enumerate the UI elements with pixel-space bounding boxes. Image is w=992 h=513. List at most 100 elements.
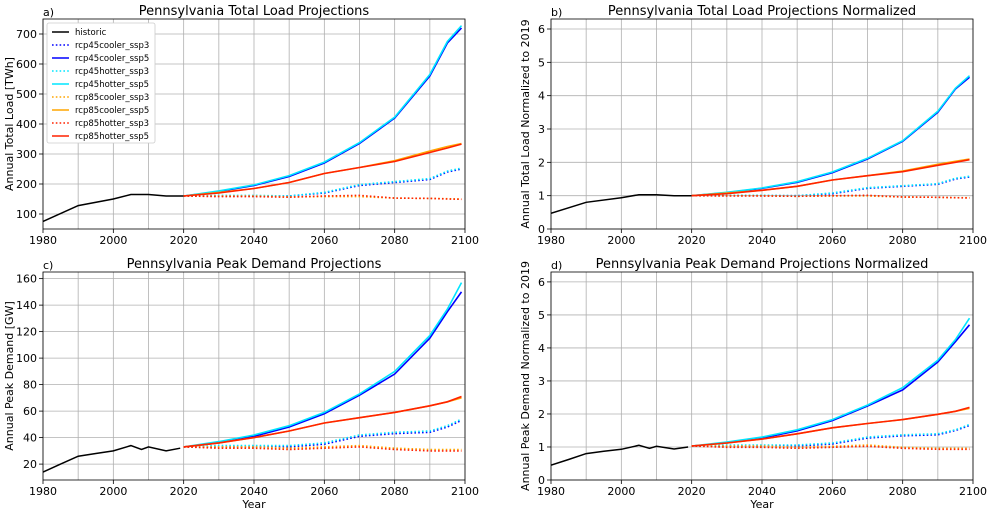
series-group [551,75,971,215]
series-line-historic [43,193,184,223]
legend: historic rcp45cooler_ssp3 rcp45cooler_ssp5… [46,22,156,144]
y-tick-label: 2 [538,156,545,169]
x-tick-label: 2080 [889,485,917,498]
series-line-rcp85hotter_ssp3 [183,194,462,201]
y-tick-label: 1 [538,441,545,454]
series-line-rcp85hotter_ssp3 [183,446,462,452]
x-axis-label: Year [241,498,266,511]
y-tick-label: 5 [538,56,545,69]
y-axis-label: Annual Total Load [TWh] [3,57,16,191]
series-line-rcp85hotter_ssp5 [183,143,462,197]
x-tick-label: 1980 [537,485,565,498]
series-group [551,317,971,466]
y-axis-label: Annual Peak Demand [GW] [3,301,16,450]
series-line-historic [551,444,689,466]
legend-entry: rcp45cooler_ssp3 [75,41,149,51]
x-tick-label: 2080 [889,234,917,247]
x-tick-label: 2060 [310,485,338,498]
series-line-rcp45hotter_ssp5 [691,75,971,197]
series-line-rcp45hotter_ssp5 [691,317,971,447]
series-line-rcp45cooler_ssp3 [691,424,970,447]
x-tick-label: 1980 [29,234,57,247]
legend-entry: rcp45cooler_ssp5 [75,54,149,64]
y-axis-label: Annual Total Load Normalized to 2019 [519,19,532,228]
plot-frame [42,18,466,230]
series-line-rcp45hotter_ssp3 [691,175,970,197]
x-tick-label: 2080 [381,234,409,247]
chart-panel-3: 1980 2000 2020 2040 2060 2080 2100204060801001… [3,257,479,511]
x-tick-label: 1980 [29,485,57,498]
x-tick-label: 2100 [451,485,479,498]
legend-entry: rcp45hotter_ssp5 [75,80,149,90]
x-tick-label: 2040 [240,485,268,498]
chart-title: Pennsylvania Peak Demand Projections Nor… [596,257,929,272]
plot-frame [42,271,466,481]
x-tick-label: 2100 [451,234,479,247]
series-line-rcp45hotter_ssp3 [691,423,970,447]
series-line-rcp85cooler_ssp3 [691,444,970,450]
x-tick-label: 2040 [748,485,776,498]
x-tick-label: 2100 [959,234,987,247]
y-axis-label: Annual Peak Demand Normalized to 2019 [519,261,532,491]
x-tick-label: 2020 [678,234,706,247]
y-tick-label: 160 [16,273,37,286]
y-tick-label: 100 [16,352,37,365]
legend-entry: rcp85cooler_ssp5 [75,106,149,116]
legend-entry: rcp45hotter_ssp3 [75,67,149,77]
y-tick-label: 6 [538,23,545,36]
y-tick-label: 600 [16,58,37,71]
x-tick-label: 2060 [818,234,846,247]
x-tick-label: 2100 [959,485,987,498]
panel-label: d) [551,259,562,272]
x-tick-label: 1980 [537,234,565,247]
series-line-rcp45hotter_ssp5 [183,282,463,448]
x-tick-label: 2000 [99,485,127,498]
y-tick-label: 4 [538,90,545,103]
series-line-historic [43,444,181,473]
x-tick-label: 2020 [678,485,706,498]
x-tick-label: 2080 [381,485,409,498]
series-line-historic [551,193,692,215]
x-tick-label: 2040 [748,234,776,247]
y-tick-label: 0 [538,474,545,487]
legend-entry: historic [75,28,107,38]
series-group [43,282,463,473]
y-tick-label: 20 [23,458,37,471]
chart-panel-2: 1980 2000 2020 2040 2060 2080 2100 0 1 2 3 4 5 6 Penns… [519,4,987,247]
y-tick-label: 0 [538,223,545,236]
y-tick-label: 60 [23,405,37,418]
panel-label: b) [551,6,562,19]
legend-entry: rcp85cooler_ssp3 [75,93,149,103]
panel-label: a) [43,6,54,19]
x-tick-label: 2040 [240,234,268,247]
x-tick-label: 2060 [818,485,846,498]
series-line-rcp45hotter_ssp5 [183,25,463,197]
chart-title: Pennsylvania Peak Demand Projections [127,257,382,272]
x-tick-label: 2000 [99,234,127,247]
series-line-rcp85hotter_ssp3 [691,194,970,199]
y-tick-label: 3 [538,123,545,136]
x-tick-label: 2020 [170,234,198,247]
y-tick-label: 5 [538,309,545,322]
y-tick-label: 500 [16,88,37,101]
y-tick-label: 2 [538,408,545,421]
series-line-rcp85hotter_ssp5 [691,406,970,447]
y-tick-label: 1 [538,190,545,203]
x-axis-label: Year [749,498,774,511]
series-line-rcp85cooler_ssp3 [183,444,462,451]
y-tick-label: 400 [16,118,37,131]
chart-panel-1: 1980 2000 2020 2040 2060 2080 2100 100 200 300 400… [3,4,479,247]
y-tick-label: 700 [16,28,37,41]
chart-title: Pennsylvania Total Load Projections Norm… [608,4,916,19]
chart-panel-4: 1980 2000 2020 2040 2060 2080 2100 0 1 2 3 4 5 6 Penns… [519,257,987,511]
x-tick-label: 2060 [310,234,338,247]
series-line-rcp85hotter_ssp5 [183,395,462,448]
y-tick-label: 3 [538,375,545,388]
panel-label: c) [43,259,53,272]
y-tick-label: 40 [23,432,37,445]
y-tick-label: 6 [538,276,545,289]
series-line-rcp85hotter_ssp5 [691,158,970,197]
legend-entry: rcp85hotter_ssp5 [75,132,149,142]
chart-title: Pennsylvania Total Load Projections [139,4,370,19]
